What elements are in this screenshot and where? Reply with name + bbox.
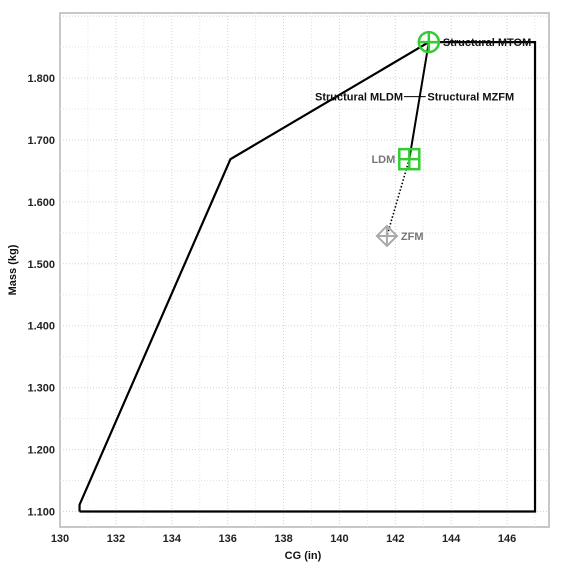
x-tick-label: 138 bbox=[274, 533, 292, 545]
y-axis-title: Mass (kg) bbox=[7, 244, 19, 295]
y-tick-label: 1.300 bbox=[27, 383, 55, 395]
y-tick-label: 1.500 bbox=[27, 259, 55, 271]
label-structural-mzfm: Structural MZFM bbox=[427, 92, 514, 104]
x-tick-label: 136 bbox=[218, 533, 236, 545]
loading-path-layer bbox=[386, 41, 430, 237]
y-tick-label: 1.700 bbox=[27, 135, 55, 147]
marker-ldm bbox=[398, 147, 421, 171]
label-ldm: LDM bbox=[371, 154, 395, 166]
tick-labels: 130 132 134 136 138 140 142 144 146 1.100 1.200 1.3… bbox=[27, 73, 516, 545]
x-tick-label: 140 bbox=[330, 533, 348, 545]
label-structural-mldm: Structural MLDM bbox=[315, 92, 403, 104]
annotation-layer: Structural MTOM LDM ZFM Structural MLDM Stru… bbox=[315, 37, 531, 243]
y-tick-label: 1.400 bbox=[27, 321, 55, 333]
x-tick-label: 144 bbox=[442, 533, 461, 545]
x-tick-label: 130 bbox=[51, 533, 69, 545]
x-tick-label: 142 bbox=[386, 533, 404, 545]
x-tick-label: 132 bbox=[107, 533, 125, 545]
label-zfm: ZFM bbox=[401, 231, 424, 243]
marker-zfm bbox=[375, 224, 399, 248]
x-tick-label: 134 bbox=[163, 533, 182, 545]
y-tick-label: 1.800 bbox=[27, 73, 55, 85]
loading-path-solid bbox=[408, 41, 430, 160]
x-tick-label: 146 bbox=[498, 533, 516, 545]
y-tick-label: 1.100 bbox=[27, 507, 55, 519]
loading-path-dotted bbox=[386, 158, 411, 237]
y-tick-label: 1.200 bbox=[27, 445, 55, 457]
x-axis-title: CG (in) bbox=[285, 550, 322, 562]
y-tick-label: 1.600 bbox=[27, 197, 55, 209]
label-structural-mtom: Structural MTOM bbox=[443, 37, 531, 49]
marker-mtom bbox=[417, 30, 441, 54]
plot-frame bbox=[59, 12, 550, 528]
grid bbox=[60, 13, 549, 527]
marker-layer bbox=[375, 30, 441, 248]
